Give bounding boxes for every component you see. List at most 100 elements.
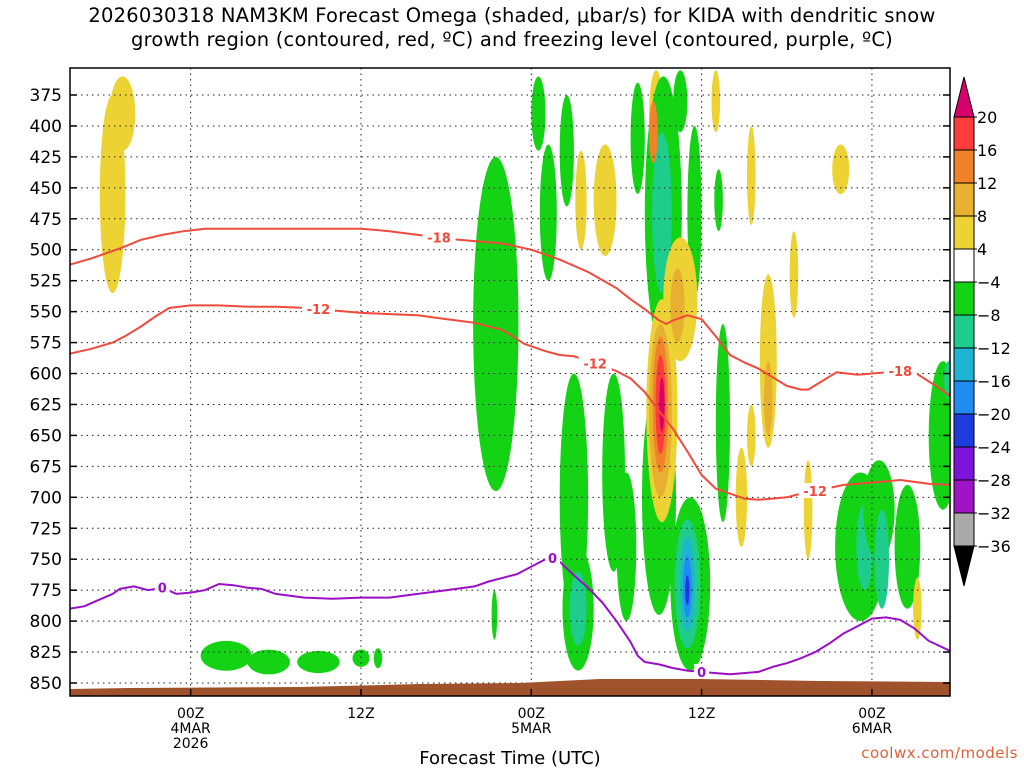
colorbar-band-1 (953, 149, 975, 184)
omega-cell-5 (559, 95, 574, 207)
omega-cell-7 (593, 144, 617, 256)
x-tick-label-3-0: 12Z (688, 706, 715, 722)
omega-cell-42 (803, 460, 813, 560)
contour-label-3: -12 (803, 485, 827, 500)
contour-label-1: -12 (307, 303, 331, 318)
terrain-fill (70, 679, 950, 696)
contour-label-7: 0 (697, 666, 706, 681)
omega-cell-43 (832, 144, 850, 195)
omega-cell-15 (649, 101, 658, 163)
colorbar-band-12 (953, 512, 975, 547)
colorbar-label-5: −4 (977, 273, 1001, 292)
colorbar-label-0: 20 (977, 108, 997, 127)
y-tick-label-475: 475 (30, 210, 62, 230)
omega-cell-34 (714, 169, 723, 232)
contour-label-bg-3 (798, 483, 832, 499)
colorbar-label-13: −36 (977, 537, 1011, 556)
contour-label-6: 0 (548, 552, 557, 567)
contour-label-bg-7 (694, 663, 710, 679)
credit-text: coolwx.com/models (861, 744, 1018, 762)
x-tick-label-0-1: 4MAR (170, 721, 211, 737)
omega-cell-51 (944, 361, 950, 399)
x-tick-label-1-0: 12Z (347, 706, 374, 722)
y-tick-label-650: 650 (30, 426, 62, 446)
y-tick-label-775: 775 (30, 581, 62, 601)
chart-title-line1: 2026030318 NAM3KM Forecast Omega (shaded… (88, 4, 936, 27)
contour-label-4: -18 (889, 365, 913, 380)
omega-cell-49 (913, 577, 922, 640)
colorbar-band-4 (953, 248, 975, 283)
colorbar-label-7: −12 (977, 339, 1011, 358)
contour-label-5: 0 (158, 582, 167, 597)
colorbar-band-10 (953, 446, 975, 481)
colorbar-top-triangle (953, 76, 975, 118)
colorbar-label-10: −24 (977, 438, 1011, 457)
colorbar-label-1: 16 (977, 141, 997, 160)
colorbar-band-6 (953, 314, 975, 349)
terrain (70, 679, 950, 696)
colorbar-label-12: −32 (977, 504, 1011, 523)
colorbar-label-3: 8 (977, 207, 987, 226)
y-tick-label-625: 625 (30, 395, 62, 415)
omega-cell-14 (673, 70, 688, 133)
chart-title-line2: growth region (contoured, red, ºC) and f… (131, 28, 893, 51)
x-tick-label-2-0: 00Z (518, 706, 545, 722)
y-tick-label-675: 675 (30, 457, 62, 477)
contour-label-bg-1 (301, 301, 335, 317)
contour-label-bg-6 (545, 549, 561, 565)
colorbar-band-8 (953, 380, 975, 415)
colorbar-label-9: −20 (977, 405, 1011, 424)
omega-cell-54 (297, 650, 340, 674)
omega-cell-35 (711, 70, 721, 133)
y-tick-label-375: 375 (30, 86, 62, 106)
y-tick-label-850: 850 (30, 674, 62, 694)
colorbar-label-2: 12 (977, 174, 997, 193)
omega-cell-2 (473, 156, 519, 492)
omega-cell-47 (894, 484, 921, 609)
colorbar: 20 16 12 8 4 −4 −8 −12 −16 −20 −24 −28 −32 −36 (953, 76, 1011, 587)
x-tick-label-0-2: 2026 (173, 736, 209, 752)
y-tick-label-525: 525 (30, 272, 62, 292)
omega-cell-25 (659, 377, 665, 432)
colorbar-band-3 (953, 215, 975, 250)
colorbar-label-4: 4 (977, 240, 987, 259)
omega-cell-27 (670, 268, 685, 343)
x-tick-label-4-1: 6MAR (852, 721, 893, 737)
omega-cell-55 (352, 649, 370, 667)
contour--18c-isotherm (70, 227, 950, 397)
omega-cell-57 (491, 590, 498, 640)
omega-cell-18 (569, 571, 587, 646)
omega-cell-1 (109, 76, 136, 151)
colorbar-label-8: −16 (977, 372, 1011, 391)
colorbar-bottom-triangle (953, 545, 975, 587)
y-tick-label-600: 600 (30, 365, 62, 385)
y-tick-label-750: 750 (30, 550, 62, 570)
omega-cell-6 (575, 150, 587, 250)
x-tick-label-2-1: 5MAR (511, 721, 552, 737)
contour-label-bg-2 (578, 355, 612, 371)
y-tick-label-800: 800 (30, 612, 62, 632)
colorbar-band-0 (953, 116, 975, 151)
colorbar-band-2 (953, 182, 975, 217)
omega-cell-36 (747, 126, 756, 225)
omega-cell-20 (616, 472, 637, 622)
y-tick-label-425: 425 (30, 148, 62, 168)
omega-cell-8 (630, 82, 645, 194)
y-tick-label-500: 500 (30, 241, 62, 261)
contour-labels: -18 -12 -12 -12 -18 0 0 0 (154, 229, 917, 681)
colorbar-label-6: −8 (977, 306, 1001, 325)
x-axis-title: Forecast Time (UTC) (419, 748, 600, 768)
y-tick-label-700: 700 (30, 488, 62, 508)
colorbar-band-11 (953, 479, 975, 514)
y-tick-label-825: 825 (30, 643, 62, 663)
chart-title: 2026030318 NAM3KM Forecast Omega (shaded… (0, 4, 1024, 52)
y-tick-label-575: 575 (30, 334, 62, 354)
omega-cell-39 (789, 231, 799, 318)
y-tick-label-400: 400 (30, 117, 62, 137)
colorbar-label-11: −28 (977, 471, 1011, 490)
contour-label-2: -12 (583, 358, 607, 373)
grid (70, 68, 950, 696)
y-tick-label-450: 450 (30, 179, 62, 199)
omega-cell-3 (531, 76, 546, 151)
